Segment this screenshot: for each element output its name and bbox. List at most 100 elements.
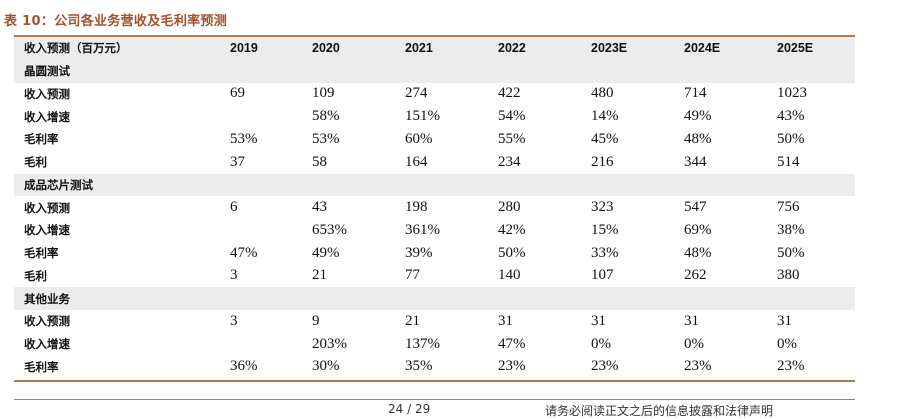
table-cell: 38%: [777, 221, 805, 238]
table-cell: 53%: [312, 130, 340, 147]
table-row: 毛利 3 21 77 140 107 262 380: [14, 265, 855, 288]
table-cell: 6: [230, 199, 238, 216]
section-cell: [684, 59, 777, 83]
table-cell: 164: [405, 153, 428, 170]
table-cell: 140: [498, 267, 521, 284]
table-cell: 107: [591, 267, 614, 284]
section-cell: [591, 173, 684, 197]
table-cell: 35%: [405, 358, 433, 375]
table-cell: 55%: [498, 130, 526, 147]
table-cell: 48%: [684, 130, 712, 147]
table-cell: [230, 333, 312, 356]
table-cell: 43: [312, 199, 327, 216]
table-cell: 344: [684, 153, 707, 170]
table-cell: 514: [777, 153, 800, 170]
table-cell: 47%: [498, 335, 526, 352]
table-row: 收入预测 6 43 198 280 323 547 756: [14, 196, 855, 219]
section-cell: [312, 287, 405, 310]
table-cell: 422: [498, 85, 521, 102]
table-cell: 36%: [230, 358, 258, 375]
table-cell: 53%: [230, 130, 258, 147]
forecast-table: 收入预测（百万元） 2019 2020 2021 2022 2023E 2024E 2025E…: [14, 37, 855, 378]
section-cell: [498, 173, 591, 197]
table-cell: 60%: [405, 130, 433, 147]
row-label: 毛利: [24, 155, 47, 170]
section-cell: [405, 59, 498, 83]
table-bottom-rule: [14, 380, 855, 382]
table-cell: [230, 219, 312, 242]
row-label: 收入增速: [24, 223, 70, 238]
table-row: 毛利率 36% 30% 35% 23% 23% 23% 23%: [14, 356, 855, 379]
section-cell: [777, 173, 855, 197]
table-cell: 39%: [405, 244, 433, 261]
year-header: 2020: [312, 37, 405, 60]
section-cell: [312, 173, 405, 197]
section-cell: [230, 59, 312, 83]
table-cell: 21: [405, 312, 420, 329]
table-cell: [230, 105, 312, 128]
table-cell: 43%: [777, 108, 805, 125]
table-row: 收入预测 3 9 21 31 31 31 31: [14, 310, 855, 333]
table-cell: 47%: [230, 244, 258, 261]
table-cell: 45%: [591, 130, 619, 147]
table-cell: 0%: [591, 335, 611, 352]
year-header: 2024E: [684, 37, 777, 60]
section-cell: [591, 287, 684, 310]
table-row: 毛利率 53% 53% 60% 55% 45% 48% 50%: [14, 128, 855, 151]
row-label: 毛利率: [24, 246, 59, 261]
table-cell: 31: [684, 312, 699, 329]
table-cell: 31: [591, 312, 606, 329]
section-row: 其他业务: [14, 287, 855, 310]
table-cell: 58: [312, 153, 327, 170]
section-cell: [230, 287, 312, 310]
section-cell: [777, 287, 855, 310]
section-title: 成品芯片测试: [14, 173, 230, 197]
table-cell: 23%: [591, 358, 619, 375]
section-cell: [312, 59, 405, 83]
table-cell: 48%: [684, 244, 712, 261]
section-cell: [777, 59, 855, 83]
section-cell: [591, 59, 684, 83]
table-cell: 203%: [312, 335, 347, 352]
table-row: 毛利率 47% 49% 39% 50% 33% 48% 50%: [14, 242, 855, 265]
row-label: 收入预测: [24, 86, 70, 101]
table-cell: 0%: [684, 335, 704, 352]
table-cell: 198: [405, 199, 428, 216]
table-cell: 33%: [591, 244, 619, 261]
table-row: 收入增速 58% 151% 54% 14% 49% 43%: [14, 105, 855, 128]
year-header: 2022: [498, 37, 591, 60]
table-cell: 9: [312, 312, 320, 329]
table-cell: 3: [230, 267, 238, 284]
table-row: 收入增速 653% 361% 42% 15% 69% 38%: [14, 219, 855, 242]
table-cell: 151%: [405, 108, 440, 125]
table-cell: 109: [312, 85, 335, 102]
table-cell: 31: [498, 312, 513, 329]
row-label: 收入预测: [24, 200, 70, 215]
section-cell: [405, 173, 498, 197]
section-cell: [498, 59, 591, 83]
table-cell: 361%: [405, 221, 440, 238]
table-cell: 380: [777, 267, 800, 284]
table-cell: 69%: [684, 221, 712, 238]
table-cell: 54%: [498, 108, 526, 125]
section-title: 晶圆测试: [14, 59, 230, 83]
row-label: 收入增速: [24, 337, 70, 352]
table-cell: 714: [684, 85, 707, 102]
table-cell: 37: [230, 153, 245, 170]
header-row: 收入预测（百万元） 2019 2020 2021 2022 2023E 2024E 2025E: [14, 37, 855, 60]
table-cell: 23%: [498, 358, 526, 375]
year-header: 2019: [230, 37, 312, 60]
table-cell: 77: [405, 267, 420, 284]
table-row: 收入增速 203% 137% 47% 0% 0% 0%: [14, 333, 855, 356]
table-cell: 23%: [684, 358, 712, 375]
year-header: 2021: [405, 37, 498, 60]
table-cell: 0%: [777, 335, 797, 352]
table-cell: 280: [498, 199, 521, 216]
footer-rule: [14, 399, 855, 400]
table-cell: 58%: [312, 108, 340, 125]
table-cell: 50%: [498, 244, 526, 261]
header-label: 收入预测（百万元）: [14, 37, 230, 60]
year-header: 2025E: [777, 37, 855, 60]
table-cell: 480: [591, 85, 614, 102]
section-title: 其他业务: [14, 287, 230, 310]
